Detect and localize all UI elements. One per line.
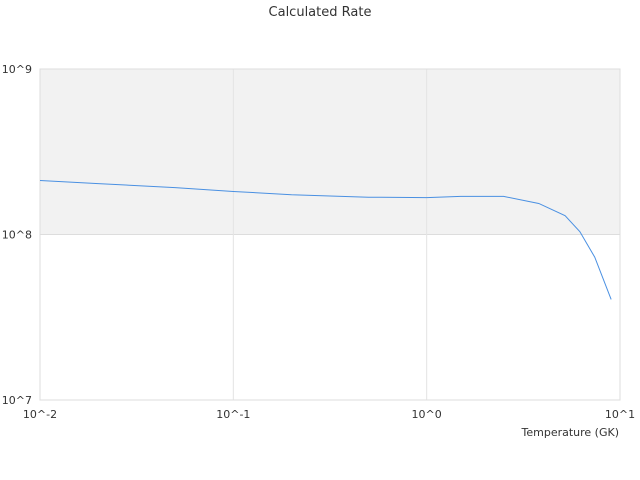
x-tick-label: 10^1 [605,408,635,421]
y-tick-label: 10^8 [2,229,32,242]
y-tick-label: 10^7 [2,394,32,407]
x-tick-label: 10^-2 [23,408,57,421]
x-axis-label: Temperature (GK) [521,426,620,439]
x-tick-label: 10^0 [412,408,442,421]
chart-title: Calculated Rate [269,5,372,20]
plot-frame [39,68,621,401]
data-line [39,179,612,300]
x-tick-label: 10^-1 [216,408,250,421]
plot-band [40,69,620,235]
y-tick-label: 10^9 [2,63,32,76]
